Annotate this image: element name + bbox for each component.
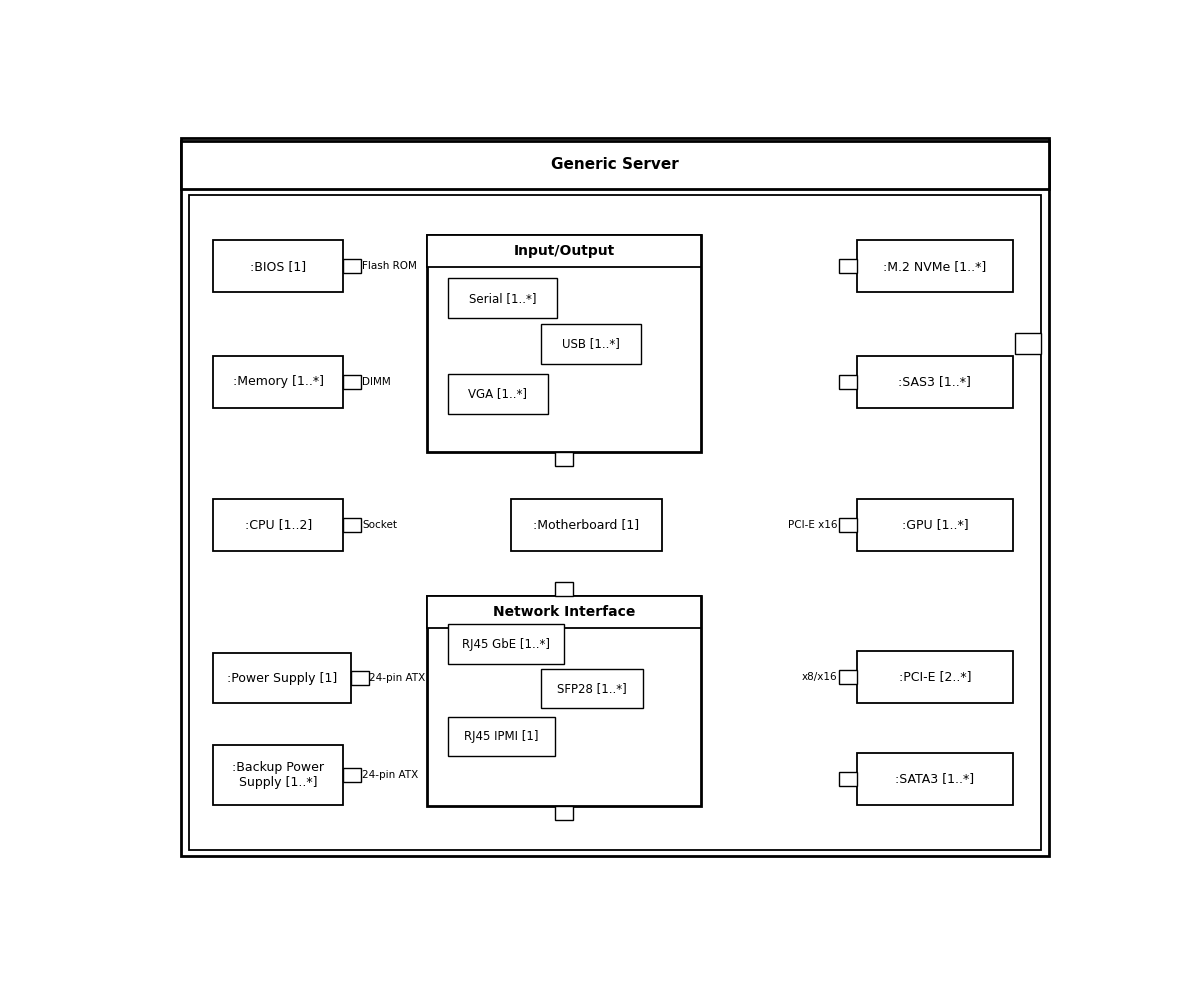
Text: Flash ROM: Flash ROM [362,261,416,271]
Bar [448,279,557,318]
Text: RJ45 GbE [1..*]: RJ45 GbE [1..*] [462,637,550,651]
Bar [839,374,857,389]
Bar [181,141,1049,189]
Text: :SATA3 [1..*]: :SATA3 [1..*] [895,773,974,785]
Bar [427,597,702,805]
Bar [343,374,361,389]
Bar [343,259,361,274]
Bar [1015,333,1040,355]
Text: Socket: Socket [362,520,397,530]
Bar [343,768,361,782]
Bar [556,452,574,466]
Text: Generic Server: Generic Server [551,157,679,173]
Bar [839,670,857,684]
Bar [857,356,1013,408]
Text: :M.2 NVMe [1..*]: :M.2 NVMe [1..*] [883,260,986,273]
Text: RJ45 IPMI [1]: RJ45 IPMI [1] [464,730,539,743]
Text: :Backup Power
Supply [1..*]: :Backup Power Supply [1..*] [233,761,324,789]
Text: Input/Output: Input/Output [514,244,614,258]
Bar [214,240,343,292]
Bar [839,518,857,532]
Bar [427,235,702,267]
Text: :SAS3 [1..*]: :SAS3 [1..*] [899,375,971,388]
Bar [857,651,1013,702]
Bar [343,518,361,532]
Text: Serial [1..*]: Serial [1..*] [469,291,536,304]
Text: PCI-E x16: PCI-E x16 [787,520,838,530]
Bar [190,195,1040,851]
Bar [857,499,1013,550]
Bar [448,624,564,664]
Bar [839,772,857,786]
Bar [556,582,574,597]
Bar [214,499,343,550]
Bar [857,753,1013,805]
Text: VGA [1..*]: VGA [1..*] [468,387,527,400]
Bar [214,356,343,408]
Text: :BIOS [1]: :BIOS [1] [251,260,306,273]
Text: :Power Supply [1]: :Power Supply [1] [227,672,337,685]
Bar [839,259,857,274]
Text: DIMM: DIMM [362,376,391,386]
Text: :Memory [1..*]: :Memory [1..*] [233,375,324,388]
Bar [448,716,554,756]
Text: 24-pin ATX: 24-pin ATX [370,673,426,683]
Bar [540,669,643,708]
Text: 24-pin ATX: 24-pin ATX [362,770,419,781]
Bar [427,235,702,452]
Text: :CPU [1..2]: :CPU [1..2] [245,519,312,532]
Bar [511,499,661,550]
Text: :GPU [1..*]: :GPU [1..*] [901,519,968,532]
Bar [540,324,641,364]
Text: x8/x16: x8/x16 [802,672,838,682]
Text: Network Interface: Network Interface [493,606,636,619]
Text: SFP28 [1..*]: SFP28 [1..*] [557,682,626,695]
Bar [214,745,343,805]
Text: USB [1..*]: USB [1..*] [562,337,619,350]
Bar [448,374,548,414]
Bar [556,805,574,820]
Text: :Motherboard [1]: :Motherboard [1] [533,519,640,532]
Bar [427,597,702,628]
Text: :PCI-E [2..*]: :PCI-E [2..*] [899,671,971,684]
Bar [350,671,368,686]
Bar [857,240,1013,292]
Bar [214,653,350,702]
